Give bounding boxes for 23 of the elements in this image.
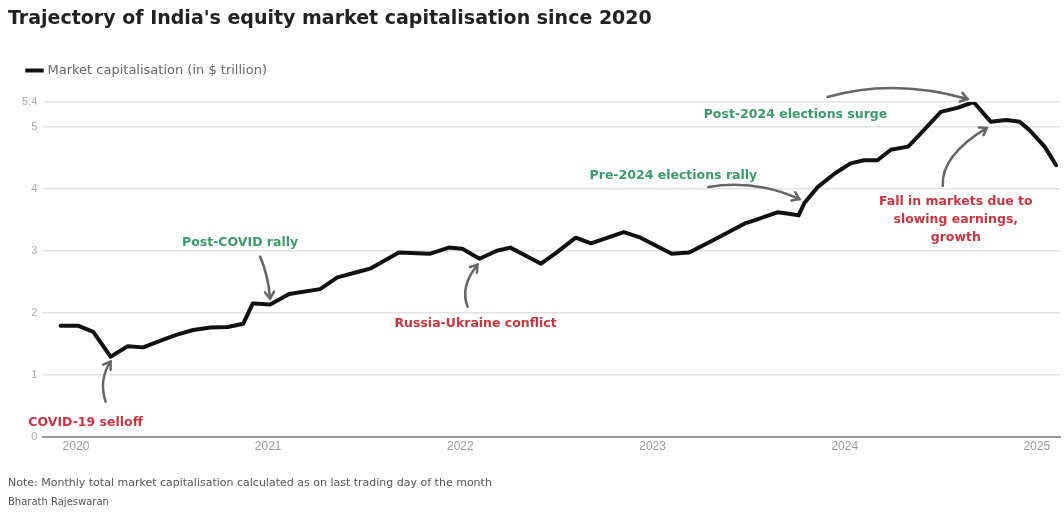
legend-label: Market capitalisation (in $ trillion) (47, 61, 267, 77)
x-tick-label: 2020 (62, 439, 90, 454)
y-tick-label: 1 (31, 367, 38, 380)
annotation: Post-2024 elections surge (703, 105, 888, 123)
y-tick-label: 0 (31, 429, 38, 442)
text: Bharath Rajeswaran (8, 496, 109, 507)
x-tick-label: 2024 (831, 439, 859, 454)
text: Note: Monthly total market capitalisation calculated as on last trading day of the month (8, 476, 492, 489)
y-tick-label: 5.4 (21, 95, 38, 108)
annotation: Post-COVID rally (181, 232, 299, 251)
x-tick-label: 2021 (254, 439, 282, 454)
chart-title: Trajectory of India's equity market capitalisation since 2020 (8, 6, 652, 28)
y-tick-label: 2 (31, 305, 38, 318)
annotation: COVID-19 selloff (28, 412, 143, 431)
y-tick-label: 5 (31, 119, 38, 132)
y-tick-label: 4 (31, 181, 38, 194)
x-tick-label: 2025 (1023, 439, 1051, 454)
annotation: Fall in markets due to slowing earnings, growth (877, 191, 1034, 246)
y-tick-label: 3 (31, 243, 38, 256)
x-tick-label: 2023 (639, 439, 667, 454)
annotation: Russia-Ukraine conflict (394, 313, 557, 332)
x-tick-label: 2022 (447, 439, 475, 454)
annotation: Pre-2024 elections rally (589, 166, 758, 184)
